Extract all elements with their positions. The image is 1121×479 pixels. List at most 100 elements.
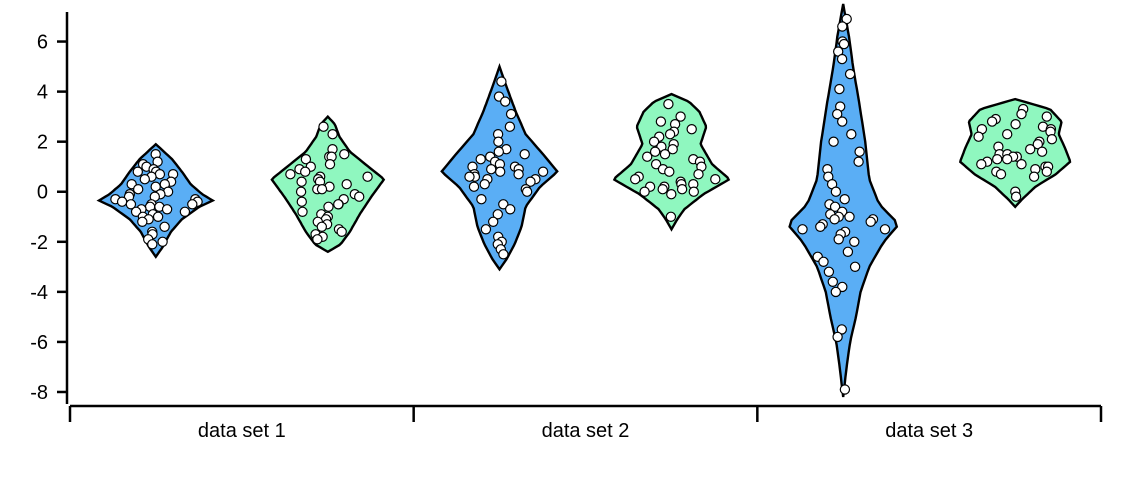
data-point	[498, 249, 509, 260]
data-point	[150, 181, 161, 192]
data-point	[829, 214, 840, 225]
data-point	[139, 173, 150, 185]
data-point	[479, 178, 490, 190]
data-point	[832, 331, 843, 343]
data-point	[1010, 191, 1022, 202]
data-point	[837, 21, 848, 32]
data-point	[323, 201, 334, 212]
data-point	[818, 256, 829, 267]
data-point	[327, 128, 338, 140]
data-point	[1028, 171, 1040, 182]
data-point	[829, 201, 841, 212]
data-point	[838, 38, 850, 50]
data-point	[161, 204, 173, 215]
data-point	[480, 224, 492, 235]
data-point	[836, 53, 848, 65]
x-axis: data set 1 data set 2 data set 3	[68, 404, 1103, 442]
data-point	[976, 158, 987, 170]
data-point	[116, 196, 128, 207]
data-point	[832, 108, 843, 120]
data-point	[992, 153, 1003, 165]
data-point	[853, 156, 864, 167]
x-category-label: data set 3	[885, 420, 973, 442]
data-point	[655, 116, 667, 127]
data-point	[537, 166, 549, 177]
y-tick-label: 0	[37, 182, 48, 204]
y-tick-label: 2	[37, 132, 48, 154]
data-point	[495, 166, 506, 177]
data-point	[300, 153, 312, 165]
data-point	[187, 199, 198, 210]
data-point	[837, 116, 848, 127]
data-point	[324, 158, 336, 170]
data-point	[296, 196, 307, 207]
y-tick-label: 6	[37, 32, 48, 54]
data-point	[844, 68, 856, 80]
data-point	[865, 216, 876, 227]
data-point	[676, 183, 688, 195]
data-point	[295, 186, 307, 197]
data-point	[665, 211, 677, 222]
data-point	[639, 186, 650, 197]
data-point	[504, 121, 516, 132]
data-point	[663, 98, 674, 110]
data-point	[842, 246, 854, 257]
data-point	[664, 128, 676, 140]
data-point	[849, 236, 860, 247]
y-tick-label: 4	[37, 82, 48, 104]
data-point	[333, 199, 344, 210]
data-point	[797, 224, 808, 235]
data-point	[666, 188, 677, 200]
data-point	[1024, 143, 1036, 155]
data-point	[1041, 111, 1053, 122]
data-point	[973, 131, 984, 142]
violin-layer	[96, 3, 1072, 398]
data-point	[710, 173, 721, 185]
data-point	[300, 166, 311, 177]
data-point	[664, 166, 675, 177]
data-point	[468, 181, 480, 192]
data-point	[1002, 153, 1013, 165]
data-point	[879, 224, 891, 235]
data-point	[152, 211, 164, 222]
data-point	[493, 146, 504, 157]
data-point	[839, 193, 850, 205]
data-point	[519, 148, 530, 160]
data-point	[464, 171, 475, 182]
data-point	[339, 148, 350, 160]
data-point	[179, 206, 191, 217]
data-point	[505, 204, 516, 215]
data-point	[828, 136, 839, 147]
data-point	[475, 153, 486, 165]
data-point	[1046, 133, 1058, 145]
data-point	[341, 178, 352, 190]
data-point	[493, 136, 504, 147]
data-point	[147, 239, 158, 250]
data-point	[830, 286, 842, 298]
y-tick-label: -4	[30, 282, 48, 304]
data-point	[285, 168, 296, 180]
x-category-label: data set 2	[542, 420, 630, 442]
data-point	[846, 128, 857, 140]
data-point	[132, 166, 143, 177]
data-point	[362, 171, 373, 182]
data-point	[132, 183, 144, 195]
data-point	[316, 221, 327, 232]
data-point	[854, 146, 865, 157]
x-category-label: data set 1	[198, 420, 286, 442]
data-point	[830, 186, 842, 197]
data-point	[154, 168, 166, 180]
data-point	[496, 76, 507, 87]
data-point	[476, 193, 487, 205]
data-point	[844, 211, 855, 222]
data-point	[500, 96, 511, 107]
data-point	[986, 116, 998, 127]
y-tick-label: -2	[30, 232, 48, 254]
data-point	[833, 234, 844, 245]
data-point	[318, 121, 329, 132]
data-point	[157, 236, 168, 247]
data-point	[486, 163, 497, 175]
data-point	[1041, 166, 1053, 177]
data-point	[841, 13, 852, 25]
